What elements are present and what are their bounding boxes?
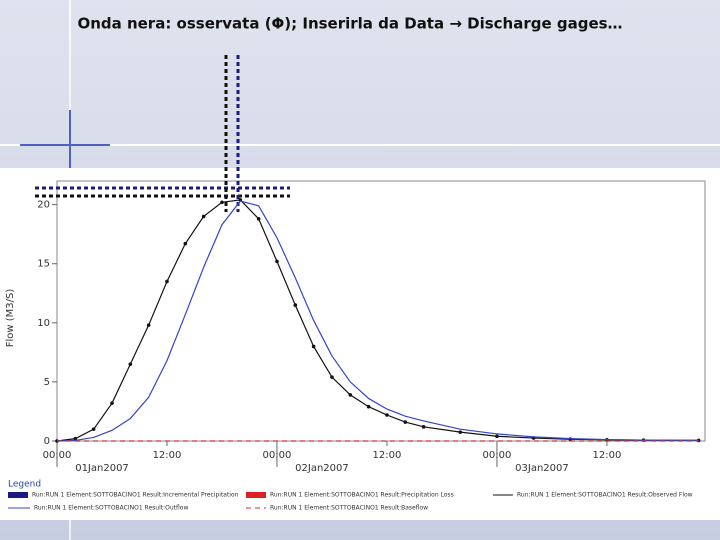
legend-swatch	[246, 492, 266, 498]
data-point	[348, 393, 353, 397]
data-point	[330, 375, 334, 379]
y-tick-label: 10	[37, 318, 50, 329]
legend-label: Run:RUN 1 Element:SOTTOBACINO1 Result:In…	[32, 492, 239, 499]
x-tick-date: 02Jan2007	[295, 463, 349, 474]
data-point	[421, 425, 426, 429]
data-point	[458, 430, 463, 434]
legend-title: Legend	[8, 480, 41, 490]
series-line	[56, 200, 699, 442]
y-tick-label: 15	[37, 259, 50, 270]
x-tick-date: 01Jan2007	[75, 463, 129, 474]
data-point	[311, 344, 316, 349]
legend-label: Run:RUN 1 Element:SOTTOBACINO1 Result:Ba…	[270, 505, 428, 512]
data-point	[293, 303, 298, 307]
x-tick-label: 12:00	[153, 450, 182, 461]
x-tick-label: 00:00	[483, 450, 512, 461]
data-point	[366, 404, 371, 409]
data-point	[146, 323, 151, 327]
data-point	[385, 413, 389, 417]
x-tick-label: 00:00	[43, 450, 72, 461]
legend: Run:RUN 1 Element:SOTTOBACINO1 Result:In…	[8, 492, 693, 512]
peak-markers	[35, 55, 290, 212]
data-point	[201, 214, 206, 219]
data-point	[91, 427, 96, 431]
y-tick-label: 20	[37, 200, 50, 211]
legend-label: Run:RUN 1 Element:SOTTOBACINO1 Result:Pr…	[270, 492, 454, 499]
x-tick-label: 12:00	[593, 450, 622, 461]
y-axis-title: Flow (M3/S)	[5, 289, 16, 348]
legend-label: Run:RUN 1 Element:SOTTOBACINO1 Result:Ob…	[517, 492, 693, 499]
data-point	[110, 401, 114, 405]
legend-label: Run:RUN 1 Element:SOTTOBACINO1 Result:Ou…	[34, 505, 188, 512]
data-point	[128, 362, 133, 366]
data-point	[403, 420, 408, 424]
x-tick-label: 12:00	[373, 450, 402, 461]
x-tick-date: 03Jan2007	[515, 463, 569, 474]
data-point	[275, 259, 279, 264]
data-point	[495, 434, 499, 439]
data-point	[73, 436, 78, 441]
plot-area	[56, 180, 706, 442]
y-tick-label: 5	[44, 377, 50, 388]
y-tick-label: 0	[44, 436, 50, 447]
series-line	[56, 199, 699, 442]
legend-swatch	[8, 492, 28, 498]
data-point	[165, 279, 169, 284]
data-point	[183, 241, 188, 246]
data-point	[220, 200, 224, 205]
data-point	[256, 217, 261, 221]
slide-title: Onda nera: osservata (Φ); Inserirla da D…	[77, 15, 622, 33]
x-tick-label: 00:00	[263, 450, 292, 461]
